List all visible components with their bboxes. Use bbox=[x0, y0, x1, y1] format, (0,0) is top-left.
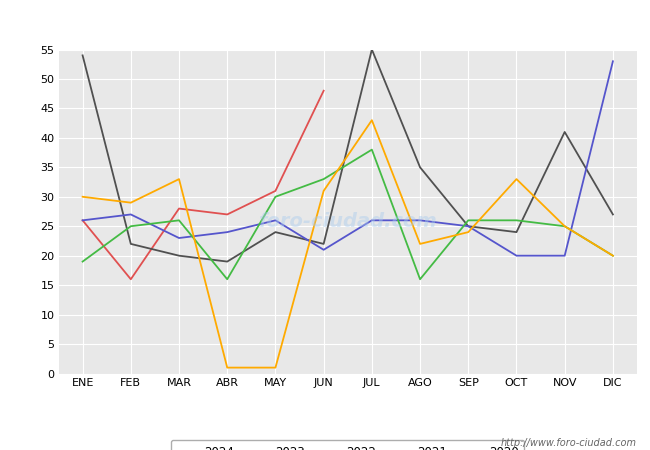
Legend: 2024, 2023, 2022, 2021, 2020: 2024, 2023, 2022, 2021, 2020 bbox=[171, 440, 525, 450]
Text: http://www.foro-ciudad.com: http://www.foro-ciudad.com bbox=[501, 438, 637, 448]
Text: Matriculaciones de Vehiculos en Binéfar: Matriculaciones de Vehiculos en Binéfar bbox=[145, 11, 505, 29]
Text: foro-ciudad.com: foro-ciudad.com bbox=[259, 212, 437, 231]
